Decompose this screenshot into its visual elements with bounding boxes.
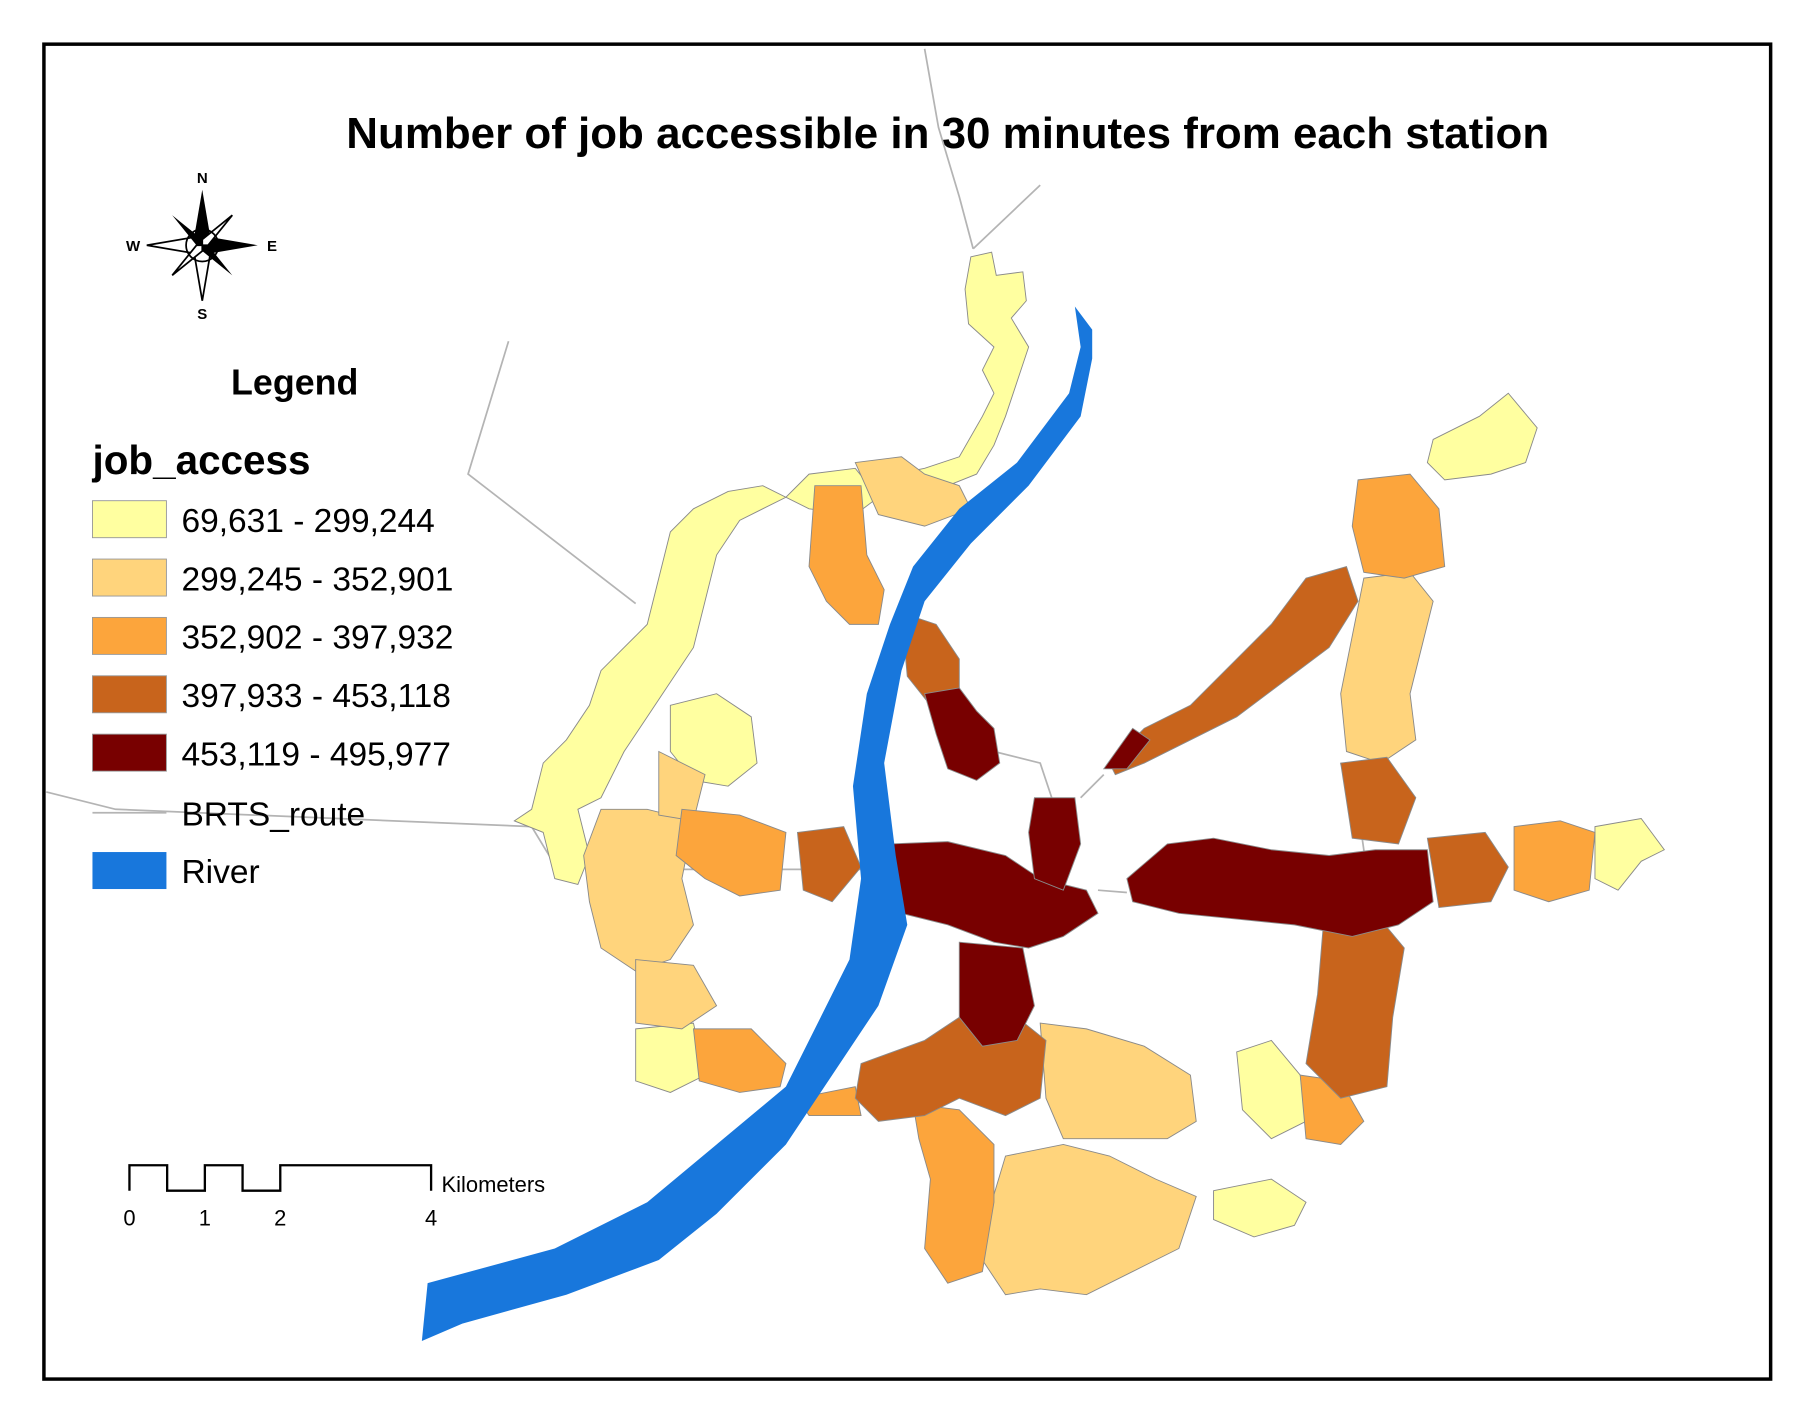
- zone: [854, 456, 972, 527]
- scale-unit: Kilometers: [442, 1172, 546, 1197]
- compass-label: N: [197, 170, 208, 187]
- zone: [1028, 797, 1082, 891]
- compass-point: [172, 215, 203, 246]
- scale-bar-line: [128, 1164, 433, 1192]
- map-title: Number of job accessible in 30 minutes f…: [346, 109, 1549, 158]
- compass-label: E: [267, 238, 277, 255]
- zone: [669, 693, 758, 787]
- zone: [1426, 392, 1538, 481]
- zone: [912, 1103, 995, 1284]
- legend-river-symbol: [92, 852, 167, 890]
- zone: [1039, 1022, 1197, 1140]
- zone: [675, 808, 787, 897]
- compass-label: S: [197, 306, 207, 323]
- zone: [1340, 571, 1434, 764]
- zone: [1594, 818, 1666, 891]
- zone: [513, 467, 880, 885]
- zone: [1108, 566, 1359, 776]
- scale-tick-label: 4: [425, 1205, 437, 1230]
- legend-swatch: [91, 500, 167, 539]
- compass-label: W: [126, 238, 141, 255]
- zone: [958, 941, 1035, 1047]
- legend-title: Legend: [231, 362, 358, 402]
- compass-ring: [185, 228, 220, 263]
- legend-label: 352,902 - 397,932: [181, 620, 453, 657]
- scale-tick-label: 0: [123, 1205, 135, 1230]
- zone: [1213, 1178, 1307, 1238]
- compass-point: [194, 189, 211, 246]
- legend-label: 397,933 - 453,118: [181, 678, 450, 715]
- zone: [796, 826, 862, 903]
- station-zones: [513, 251, 1666, 1296]
- legend-field: job_access: [91, 437, 310, 483]
- zone: [1426, 831, 1509, 909]
- north-arrow: N S E W: [126, 170, 277, 323]
- route-line: [923, 48, 974, 249]
- brts-routes: [46, 48, 1371, 894]
- map-frame: [42, 42, 1773, 1381]
- compass-point: [202, 237, 258, 254]
- compass-point: [171, 244, 204, 276]
- legend-label: 453,119 - 495,977: [181, 736, 450, 773]
- legend-swatch: [91, 616, 167, 655]
- zone: [692, 1028, 787, 1093]
- zone: [1126, 837, 1434, 937]
- legend-label: River: [181, 854, 259, 891]
- zone: [808, 485, 885, 625]
- route-line: [467, 340, 637, 605]
- zone: [1351, 473, 1446, 579]
- zone: [1340, 756, 1417, 845]
- zone: [1513, 820, 1596, 903]
- legend: Legend job_access BRTS_route River 69,63…: [91, 362, 453, 891]
- legend-label: 299,245 - 352,901: [181, 561, 453, 598]
- zone: [924, 687, 1001, 781]
- compass-point: [202, 245, 233, 276]
- scale-bar: Kilometers 0 1 2 4: [123, 1164, 546, 1230]
- route-line: [972, 184, 1041, 250]
- river: [421, 306, 1093, 1341]
- legend-swatch: [91, 675, 167, 714]
- zone: [1102, 727, 1151, 770]
- route-line: [46, 791, 879, 871]
- legend-label: 69,631 - 299,244: [181, 503, 434, 540]
- route-line: [1097, 889, 1127, 894]
- route-line: [993, 750, 1053, 799]
- legend-swatch: [91, 733, 167, 772]
- legend-label: BRTS_route: [181, 796, 365, 833]
- route-line: [1080, 773, 1105, 799]
- zone: [635, 959, 718, 1030]
- scale-tick-label: 1: [199, 1205, 211, 1230]
- scale-tick-label: 2: [274, 1205, 286, 1230]
- legend-swatch: [91, 558, 167, 597]
